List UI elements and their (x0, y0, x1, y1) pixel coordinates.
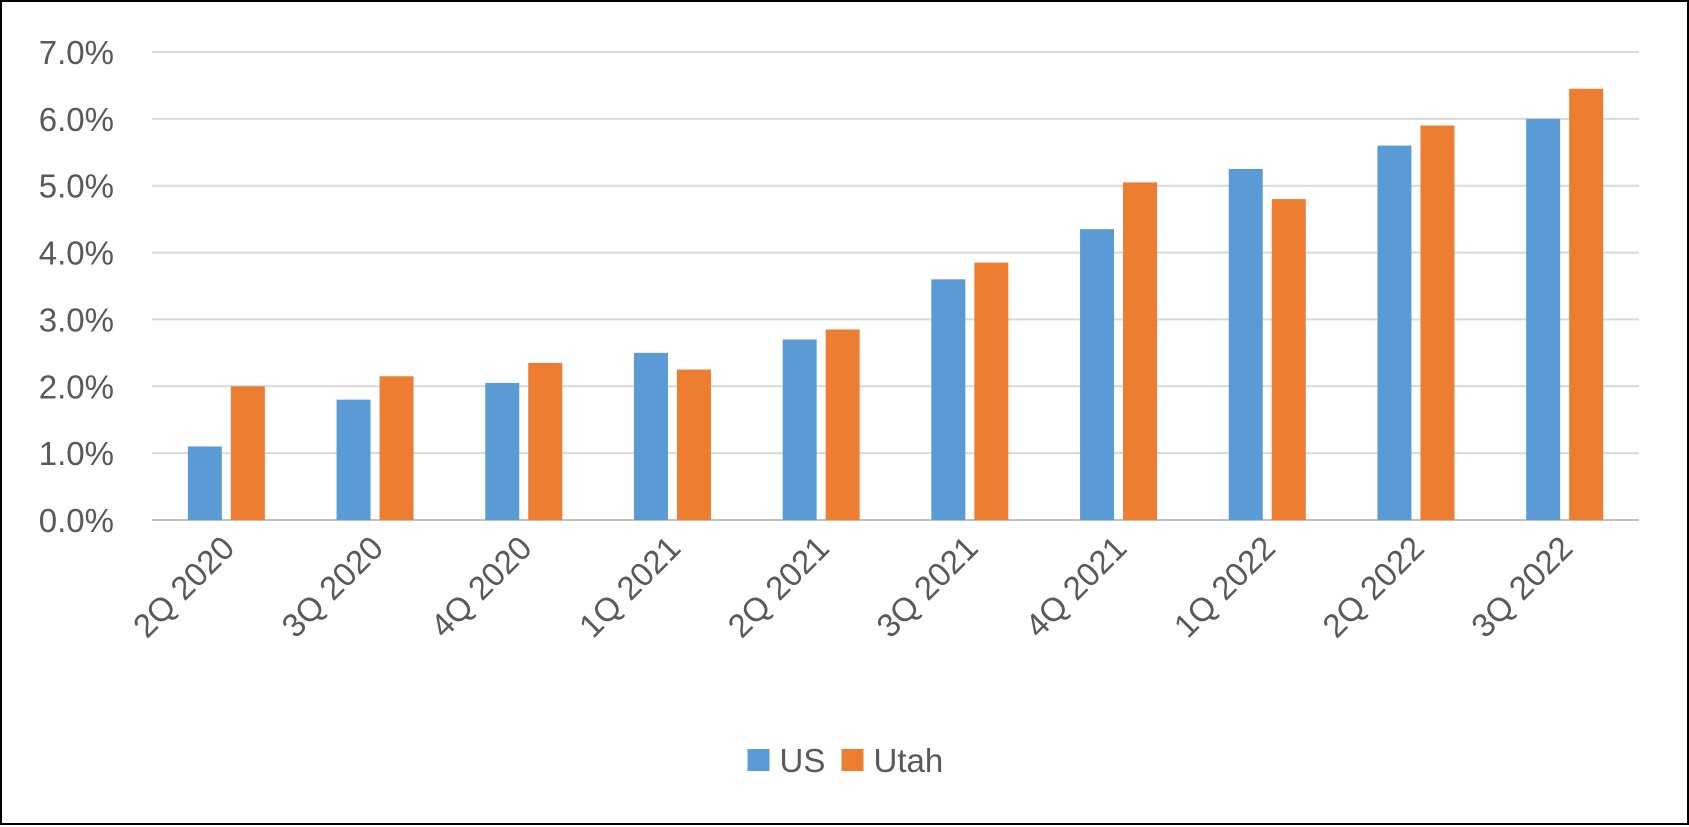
bar-us (782, 339, 817, 520)
bar-utah (1569, 88, 1604, 521)
legend: US Utah (747, 742, 944, 779)
bar-utah (825, 329, 860, 520)
bar-us (187, 446, 222, 520)
y-axis-tick-labels: 0.0% 1.0% 2.0% 3.0% 4.0% 5.0% 6.0% 7.0% (39, 34, 114, 539)
x-tick-label: 1Q 2021 (572, 529, 688, 645)
bar-us (1228, 169, 1263, 520)
legend-label-us: US (780, 742, 826, 779)
x-tick-label: 3Q 2020 (274, 529, 390, 645)
y-tick-label: 4.0% (39, 235, 114, 272)
x-axis-tick-labels: 2Q 2020 3Q 2020 4Q 2020 1Q 2021 2Q 2021 3Q 20… (126, 529, 1580, 645)
bar-utah (974, 262, 1009, 520)
bar-us (633, 352, 668, 520)
y-tick-label: 0.0% (39, 502, 114, 539)
y-tick-label: 7.0% (39, 34, 114, 71)
y-tick-label: 5.0% (39, 168, 114, 205)
y-tick-label: 3.0% (39, 301, 114, 338)
gridlines (152, 51, 1639, 521)
x-tick-label: 2Q 2021 (720, 529, 836, 645)
x-tick-label: 3Q 2021 (869, 529, 985, 645)
bar-utah (528, 362, 563, 520)
x-tick-label: 3Q 2022 (1464, 529, 1580, 645)
bar-utah (379, 376, 414, 520)
bar-utah (1420, 125, 1455, 521)
bar-us (485, 382, 520, 520)
legend-swatch-us (747, 749, 770, 771)
legend-label-utah: Utah (874, 742, 944, 779)
bar-us (1377, 145, 1412, 520)
bar-utah (1123, 182, 1158, 520)
x-tick-label: 2Q 2022 (1315, 529, 1431, 645)
y-tick-label: 1.0% (39, 435, 114, 472)
bar-utah (230, 386, 265, 520)
bar-us (1080, 229, 1115, 520)
bars (187, 88, 1604, 521)
x-tick-label: 2Q 2020 (126, 529, 242, 645)
x-tick-label: 1Q 2022 (1167, 529, 1283, 645)
bar-utah (676, 369, 711, 520)
bar-us (931, 279, 966, 520)
bar-us (1526, 118, 1561, 520)
bar-utah (1271, 199, 1306, 521)
x-tick-label: 4Q 2021 (1018, 529, 1134, 645)
y-tick-label: 2.0% (39, 368, 114, 405)
x-tick-label: 4Q 2020 (423, 529, 539, 645)
legend-swatch-utah (841, 749, 864, 771)
y-tick-label: 6.0% (39, 101, 114, 138)
bar-us (336, 399, 371, 520)
